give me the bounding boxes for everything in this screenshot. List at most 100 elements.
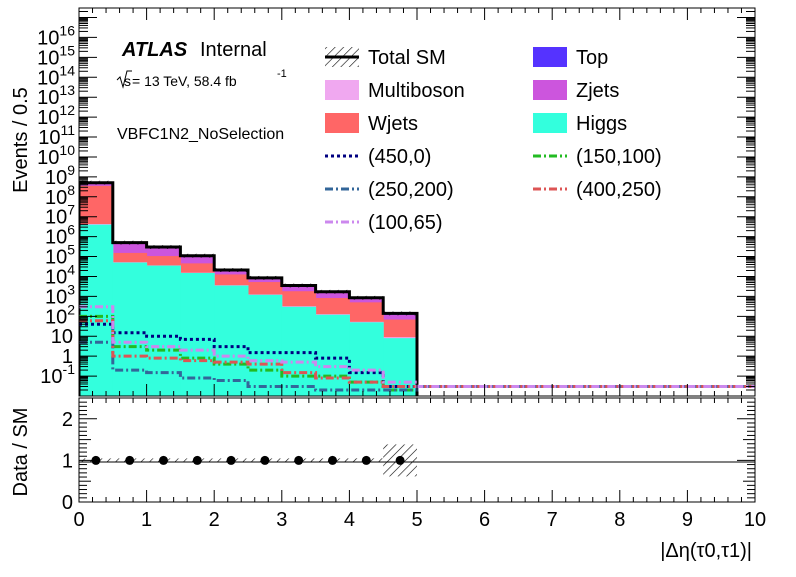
x-tick-label: 4 bbox=[344, 509, 355, 531]
x-tick-label: 10 bbox=[744, 509, 766, 531]
ratio-point bbox=[294, 455, 304, 465]
legend-entry: Multiboson bbox=[325, 80, 465, 102]
legend: Total SM Top Multiboson Zjets Wjets Higgs (450… bbox=[325, 47, 662, 234]
stack-bar-higgs bbox=[79, 224, 114, 396]
main-y-tick-labels: 10-1110102103104105106107108109101010111… bbox=[37, 22, 75, 388]
y-tick-label: 106 bbox=[45, 222, 75, 249]
sqrt-icon bbox=[116, 70, 132, 89]
signal-250-200 bbox=[79, 340, 755, 392]
x-tick-label: 1 bbox=[141, 509, 152, 531]
legend-entry: Wjets bbox=[325, 113, 418, 135]
energy-label: s = 13 TeV, 58.4 fb -1 bbox=[116, 68, 287, 89]
legend-entry: Total SM bbox=[325, 47, 446, 69]
legend-label: (400,250) bbox=[576, 179, 662, 201]
stack-bar-higgs bbox=[383, 338, 418, 396]
x-tick-label: 3 bbox=[276, 509, 287, 531]
main-panel: 10-1110102103104105106107108109101010111… bbox=[10, 7, 756, 397]
legend-label: Higgs bbox=[576, 113, 627, 135]
signal-150-100 bbox=[79, 314, 755, 392]
stack-bar-higgs bbox=[248, 294, 283, 396]
ratio-point bbox=[260, 455, 270, 465]
ratio-point bbox=[159, 455, 168, 465]
y-tick-label: 105 bbox=[45, 242, 75, 269]
legend-swatch-fill bbox=[325, 80, 359, 100]
ratio-point bbox=[395, 455, 405, 465]
main-axis-ticks bbox=[78, 7, 756, 397]
legend-label: Zjets bbox=[576, 80, 619, 102]
ratio-point bbox=[192, 455, 202, 465]
stack-bar-higgs bbox=[112, 262, 148, 396]
signal-curves bbox=[79, 305, 755, 392]
lumi-exponent: -1 bbox=[277, 68, 287, 80]
y-tick-label: 1016 bbox=[37, 22, 75, 49]
legend-label: (450,0) bbox=[368, 146, 431, 168]
ratio-y-tick-label: 0 bbox=[62, 492, 73, 514]
y-tick-label: 108 bbox=[45, 182, 75, 209]
ratio-point bbox=[328, 455, 337, 465]
legend-swatch-fill bbox=[325, 113, 359, 133]
stack-bar-higgs bbox=[180, 272, 215, 396]
main-y-axis-label: Events / 0.5 bbox=[10, 87, 32, 193]
energy-s: s bbox=[124, 73, 131, 89]
ratio-panel: 0 1 2 0 1 2 3 4 5 6 7 8 9 10 Data / SM |Δη(τ0,τ1)| bbox=[10, 397, 766, 562]
y-tick-label: 102 bbox=[45, 301, 75, 328]
x-tick-label: 5 bbox=[411, 509, 422, 531]
x-axis-label: |Δη(τ0,τ1)| bbox=[660, 540, 752, 562]
main-frame bbox=[78, 7, 756, 397]
x-tick-label: 2 bbox=[209, 509, 220, 531]
total-sm-outline bbox=[79, 181, 419, 396]
x-tick-label: 9 bbox=[682, 509, 693, 531]
stack-bar-higgs bbox=[214, 285, 249, 396]
ratio-frame bbox=[78, 397, 756, 503]
y-tick-label: 1012 bbox=[37, 102, 75, 129]
y-tick-label: 107 bbox=[45, 202, 75, 229]
legend-label: (250,200) bbox=[368, 179, 454, 201]
y-tick-label: 1011 bbox=[38, 122, 75, 149]
ratio-x-tick-labels: 0 1 2 3 4 5 6 7 8 9 10 bbox=[73, 509, 766, 531]
total-sm-line bbox=[79, 181, 419, 396]
x-tick-label: 0 bbox=[73, 509, 84, 531]
x-tick-label: 8 bbox=[614, 509, 625, 531]
legend-label: (150,100) bbox=[576, 146, 662, 168]
ratio-point bbox=[361, 455, 371, 465]
legend-entry: Higgs bbox=[533, 113, 627, 135]
ratio-y-tick-label: 2 bbox=[62, 409, 73, 431]
legend-entry: Top bbox=[533, 47, 608, 69]
x-tick-label: 7 bbox=[547, 509, 558, 531]
ratio-y-axis-label: Data / SM bbox=[10, 408, 32, 497]
y-tick-label: 1 bbox=[62, 346, 73, 368]
legend-entry: (150,100) bbox=[533, 146, 662, 168]
ratio-y-tick-label: 1 bbox=[62, 450, 73, 472]
legend-entry: (450,0) bbox=[325, 146, 431, 168]
atlas-label: ATLAS Internal s = 13 TeV, 58.4 fb -1 VB… bbox=[116, 39, 287, 143]
stack-bar-higgs bbox=[315, 314, 350, 396]
y-tick-label: 1013 bbox=[37, 82, 75, 109]
legend-label: Top bbox=[576, 47, 608, 69]
y-tick-label: 1014 bbox=[37, 62, 75, 89]
ratio-point bbox=[125, 455, 135, 465]
selection-label: VBFC1N2_NoSelection bbox=[117, 126, 284, 143]
legend-swatch-fill bbox=[533, 47, 567, 67]
y-tick-label: 109 bbox=[45, 162, 75, 189]
legend-label: Multiboson bbox=[368, 80, 465, 102]
legend-label: Total SM bbox=[368, 47, 446, 69]
legend-entry: (250,200) bbox=[325, 179, 454, 201]
y-tick-label: 103 bbox=[45, 281, 75, 308]
y-tick-label: 104 bbox=[45, 261, 75, 288]
legend-entry: (100,65) bbox=[325, 212, 443, 234]
stack-bar-higgs bbox=[349, 322, 384, 396]
ratio-point bbox=[226, 455, 236, 465]
y-tick-label: 1015 bbox=[37, 42, 75, 69]
stack-bar-higgs bbox=[146, 265, 181, 396]
signal-450-0 bbox=[79, 322, 755, 388]
legend-label: (100,65) bbox=[368, 212, 443, 234]
legend-entry: Zjets bbox=[533, 80, 619, 102]
legend-swatch-fill bbox=[533, 113, 567, 133]
energy-text: = 13 TeV, 58.4 fb bbox=[132, 73, 237, 89]
ratio-axis-ticks bbox=[78, 397, 756, 503]
y-tick-label: 10-1 bbox=[40, 361, 75, 388]
status-text: Internal bbox=[200, 39, 267, 61]
ratio-points bbox=[91, 455, 405, 465]
y-tick-label: 1010 bbox=[37, 142, 75, 169]
